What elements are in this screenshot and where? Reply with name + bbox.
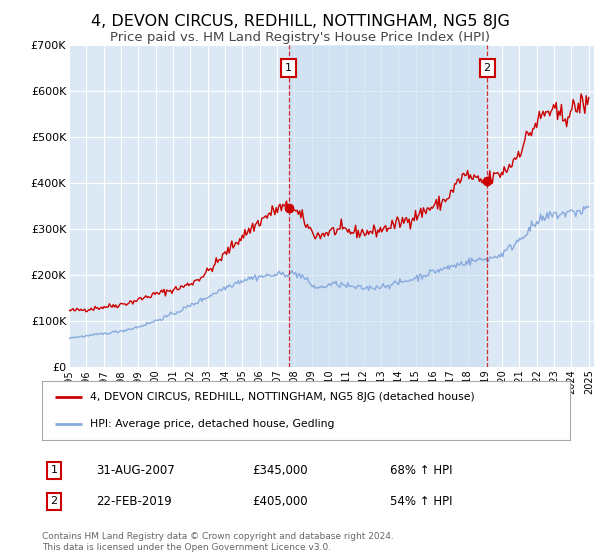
Text: Price paid vs. HM Land Registry's House Price Index (HPI): Price paid vs. HM Land Registry's House … [110, 31, 490, 44]
Text: 4, DEVON CIRCUS, REDHILL, NOTTINGHAM, NG5 8JG: 4, DEVON CIRCUS, REDHILL, NOTTINGHAM, NG… [91, 14, 509, 29]
Text: 22-FEB-2019: 22-FEB-2019 [96, 494, 172, 508]
Text: 54% ↑ HPI: 54% ↑ HPI [390, 494, 452, 508]
Text: Contains HM Land Registry data © Crown copyright and database right 2024.
This d: Contains HM Land Registry data © Crown c… [42, 532, 394, 552]
Text: 4, DEVON CIRCUS, REDHILL, NOTTINGHAM, NG5 8JG (detached house): 4, DEVON CIRCUS, REDHILL, NOTTINGHAM, NG… [89, 392, 474, 402]
Text: 1: 1 [50, 465, 58, 475]
Text: £345,000: £345,000 [252, 464, 308, 477]
Text: HPI: Average price, detached house, Gedling: HPI: Average price, detached house, Gedl… [89, 419, 334, 429]
Text: 68% ↑ HPI: 68% ↑ HPI [390, 464, 452, 477]
Text: 2: 2 [484, 63, 491, 73]
Text: 2: 2 [50, 496, 58, 506]
Text: 1: 1 [285, 63, 292, 73]
Bar [289, 45, 487, 367]
Text: £405,000: £405,000 [252, 494, 308, 508]
Text: 31-AUG-2007: 31-AUG-2007 [96, 464, 175, 477]
